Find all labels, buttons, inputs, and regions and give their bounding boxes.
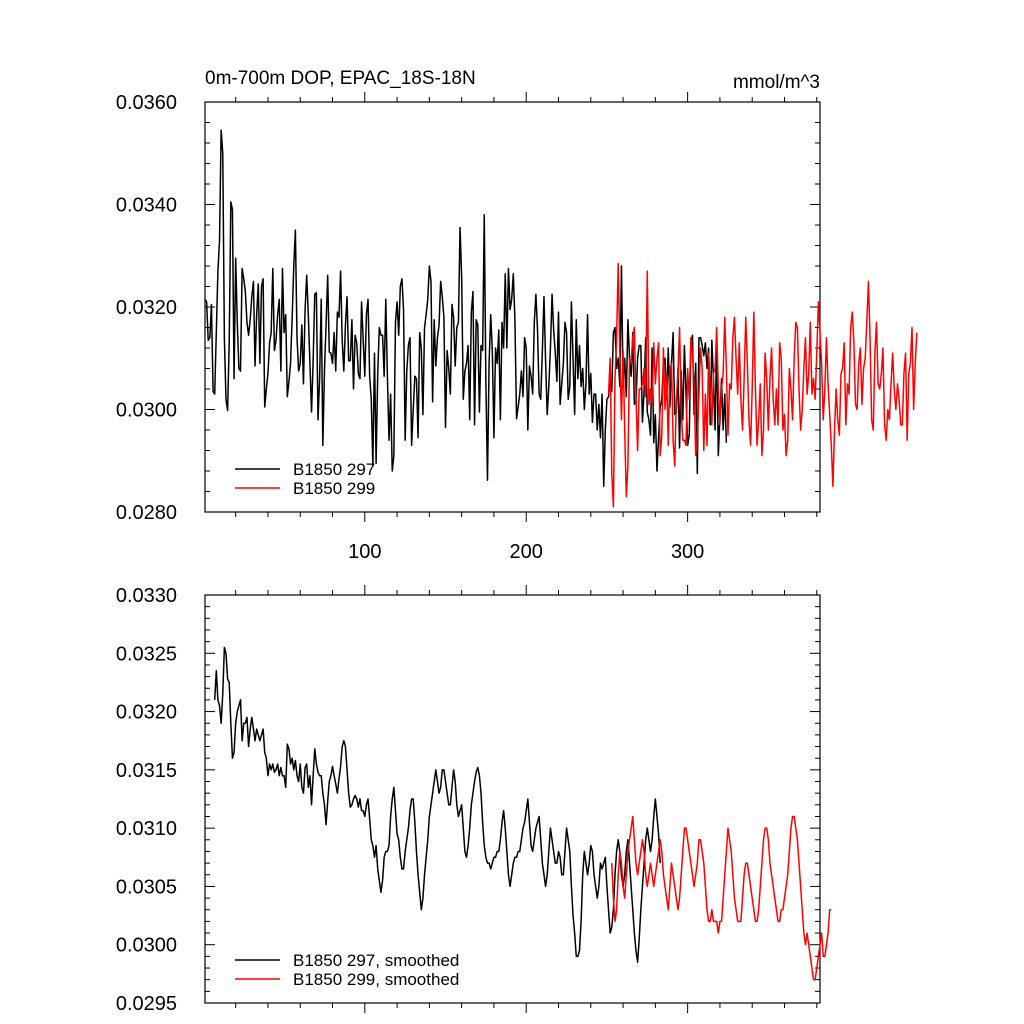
top-ytick-label: 0.0300 [116,400,177,422]
bottom-legend-label-1: B1850 297, smoothed [293,951,459,970]
top-legend-label-2: B1850 299 [293,479,375,498]
bottom-ytick-label: 0.0305 [116,876,177,898]
top-series-line-2 [607,262,918,508]
bottom-plot-frame [204,594,821,1004]
bottom-legend-label-2: B1850 299, smoothed [293,970,459,989]
bottom-ytick-label: 0.0300 [116,935,177,957]
bottom-panel: 0.0295 0.0300 0.0305 0.0310 0.0315 0.0320 0.03… [116,585,832,1015]
bottom-ytick-label: 0.0325 [116,643,177,665]
top-xtick-label: 200 [510,541,543,563]
bottom-ytick-label: 0.0315 [116,760,177,782]
top-units: mmol/m^3 [733,72,820,93]
top-xtick-label: 300 [671,541,704,563]
bottom-ytick-label: 0.0295 [116,993,177,1015]
top-ytick-label: 0.0340 [116,195,177,217]
bottom-ytick-label: 0.0320 [116,702,177,724]
top-legend-label-1: B1850 297 [293,460,375,479]
bottom-ytick-label: 0.0330 [116,585,177,607]
bottom-series-line-1 [213,646,661,963]
top-title: 0m-700m DOP, EPAC_18S-18N [205,68,476,89]
top-xtick-label: 100 [348,541,381,563]
top-panel: 0m-700m DOP, EPAC_18S-18N mmol/m^3 0.028… [116,68,918,563]
bottom-ytick-label: 0.0310 [116,818,177,840]
top-ytick-label: 0.0280 [116,502,177,524]
top-ytick-label: 0.0320 [116,297,177,319]
bottom-series-line-2 [611,815,832,981]
top-ytick-label: 0.0360 [116,92,177,114]
top-series-line-1 [204,129,728,488]
